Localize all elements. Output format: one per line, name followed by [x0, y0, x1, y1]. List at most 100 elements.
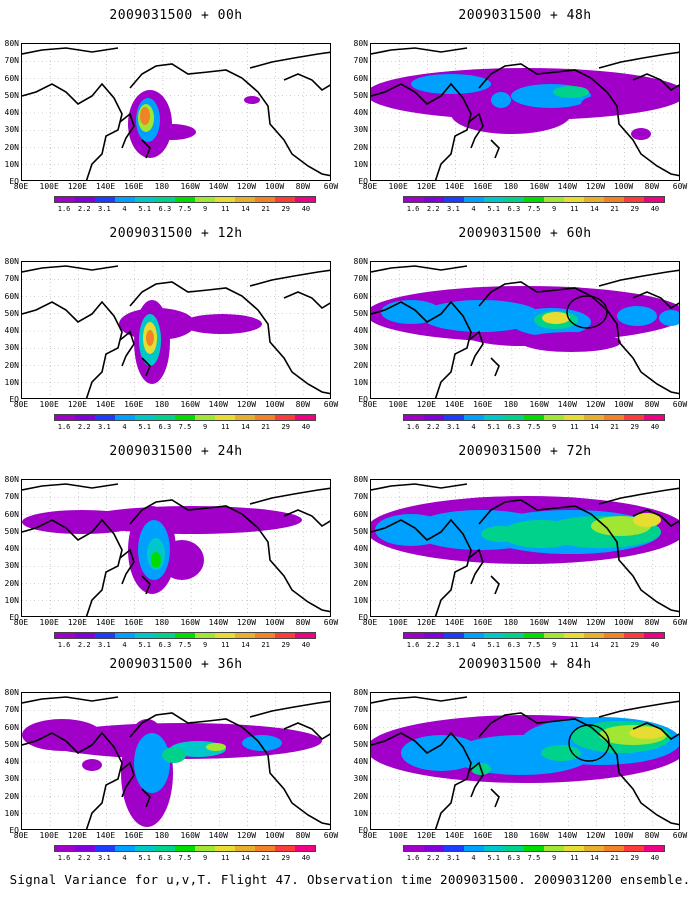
- colorbar-label: 7.5: [178, 641, 192, 649]
- coastline: [490, 575, 500, 595]
- variance-region: [82, 759, 102, 771]
- colorbar-swatch: [75, 197, 95, 202]
- lat-tick-label: 80N: [4, 39, 19, 48]
- map-panel-p24: [21, 479, 331, 617]
- colorbar-label: 9: [552, 641, 557, 649]
- coastline: [22, 300, 123, 398]
- colorbar-label: 2.2: [77, 205, 91, 213]
- colorbar-label: 7.5: [527, 641, 541, 649]
- colorbar-p48: [403, 196, 665, 203]
- contour-map-p00: [22, 44, 330, 180]
- lat-tick-label: 80N: [4, 257, 19, 266]
- lon-tick-label: 120W: [236, 618, 257, 627]
- colorbar-label: 5.1: [487, 854, 501, 862]
- colorbar-label: 40: [301, 854, 311, 862]
- panel-title-p00: 2009031500 + 00h: [109, 8, 243, 23]
- lon-tick-label: 60W: [672, 618, 688, 627]
- colorbar-swatch: [444, 633, 464, 638]
- colorbar-label: 1.6: [406, 854, 420, 862]
- coastline: [141, 139, 151, 159]
- colorbar-label: 3.1: [98, 205, 111, 213]
- colorbar-label: 29: [281, 641, 290, 649]
- colorbar-label: 6.3: [158, 854, 172, 862]
- contour-map-p12: [22, 262, 330, 398]
- coastline: [490, 357, 500, 377]
- lat-tick-label: 10N: [4, 808, 19, 818]
- colorbar-p36: [54, 845, 316, 852]
- map-panel-p48: [370, 43, 680, 181]
- lon-tick-label: 120E: [416, 182, 436, 191]
- colorbar-label: 4: [122, 854, 127, 862]
- colorbar-swatch: [524, 846, 544, 851]
- lon-tick-label: 100W: [613, 618, 634, 627]
- lon-tick-label: 80W: [295, 831, 311, 840]
- lat-tick-label: 10N: [353, 159, 368, 169]
- coastline: [468, 330, 484, 367]
- lon-tick-label: 80E: [13, 182, 29, 191]
- lon-tick-label: 160W: [529, 618, 549, 627]
- colorbar-swatch: [255, 197, 275, 202]
- colorbar-swatch: [544, 197, 564, 202]
- coastline: [119, 112, 135, 149]
- colorbar-label: 4: [122, 423, 127, 431]
- colorbar-label: 9: [203, 854, 208, 862]
- lon-tick-label: 140E: [95, 831, 116, 840]
- colorbar-label: 7.5: [527, 423, 541, 431]
- variance-region: [521, 332, 621, 352]
- colorbar-swatch: [235, 415, 255, 420]
- colorbar-swatch: [424, 197, 444, 202]
- lon-tick-label: 80E: [13, 831, 29, 840]
- colorbar-swatch: [135, 197, 155, 202]
- colorbar-label: 21: [261, 423, 270, 431]
- lat-tick-label: 60N: [4, 509, 19, 519]
- lon-tick-label: 180: [503, 831, 519, 840]
- colorbar-label: 29: [281, 423, 290, 431]
- lat-tick-label: EQ: [9, 826, 19, 835]
- coastline: [371, 483, 468, 491]
- colorbar-swatch: [404, 846, 424, 851]
- lat-tick-label: 30N: [4, 343, 19, 353]
- variance-region: [140, 107, 150, 125]
- figure-caption: Signal Variance for u,v,T. Flight 47. Ob…: [9, 872, 691, 887]
- colorbar-swatch: [275, 633, 295, 638]
- colorbar-swatch: [564, 846, 584, 851]
- lon-tick-label: 100W: [613, 400, 634, 409]
- colorbar-label: 4: [471, 205, 476, 213]
- colorbar-swatch: [155, 846, 175, 851]
- colorbar-label: 2.2: [77, 423, 91, 431]
- lat-tick-label: 70N: [353, 56, 368, 66]
- coastline: [632, 291, 679, 310]
- colorbar-swatch: [275, 846, 295, 851]
- lat-tick-label: 80N: [353, 688, 368, 697]
- colorbar-swatch: [444, 415, 464, 420]
- colorbar-swatch: [75, 633, 95, 638]
- colorbar-label: 5.1: [138, 423, 152, 431]
- lat-tick-label: EQ: [9, 177, 19, 186]
- colorbar-swatch: [404, 197, 424, 202]
- coastline: [371, 300, 472, 398]
- colorbar-swatch: [604, 846, 624, 851]
- lon-tick-label: 160E: [473, 182, 493, 191]
- colorbar-label: 40: [650, 854, 660, 862]
- panel-title-p72: 2009031500 + 72h: [458, 444, 592, 459]
- coastline: [129, 63, 330, 177]
- lon-tick-label: 140E: [95, 618, 116, 627]
- lat-tick-label: 40N: [4, 108, 19, 117]
- colorbar-swatch: [95, 197, 115, 202]
- colorbar-swatch: [524, 633, 544, 638]
- coastline: [283, 722, 330, 741]
- variance-region: [244, 96, 260, 104]
- lon-tick-label: 80W: [295, 182, 311, 191]
- colorbar-label: 7.5: [527, 205, 541, 213]
- lon-tick-label: 140E: [444, 400, 465, 409]
- colorbar-swatch: [464, 633, 484, 638]
- lon-tick-label: 80W: [644, 182, 660, 191]
- colorbar-label: 14: [590, 641, 599, 649]
- lon-tick-label: 160E: [473, 618, 493, 627]
- lat-tick-label: 30N: [4, 125, 19, 135]
- colorbar-swatch: [55, 633, 75, 638]
- colorbar-swatch: [55, 197, 75, 202]
- lat-tick-label: 40N: [353, 326, 368, 335]
- coastline: [490, 788, 500, 808]
- lon-tick-label: 160E: [473, 400, 493, 409]
